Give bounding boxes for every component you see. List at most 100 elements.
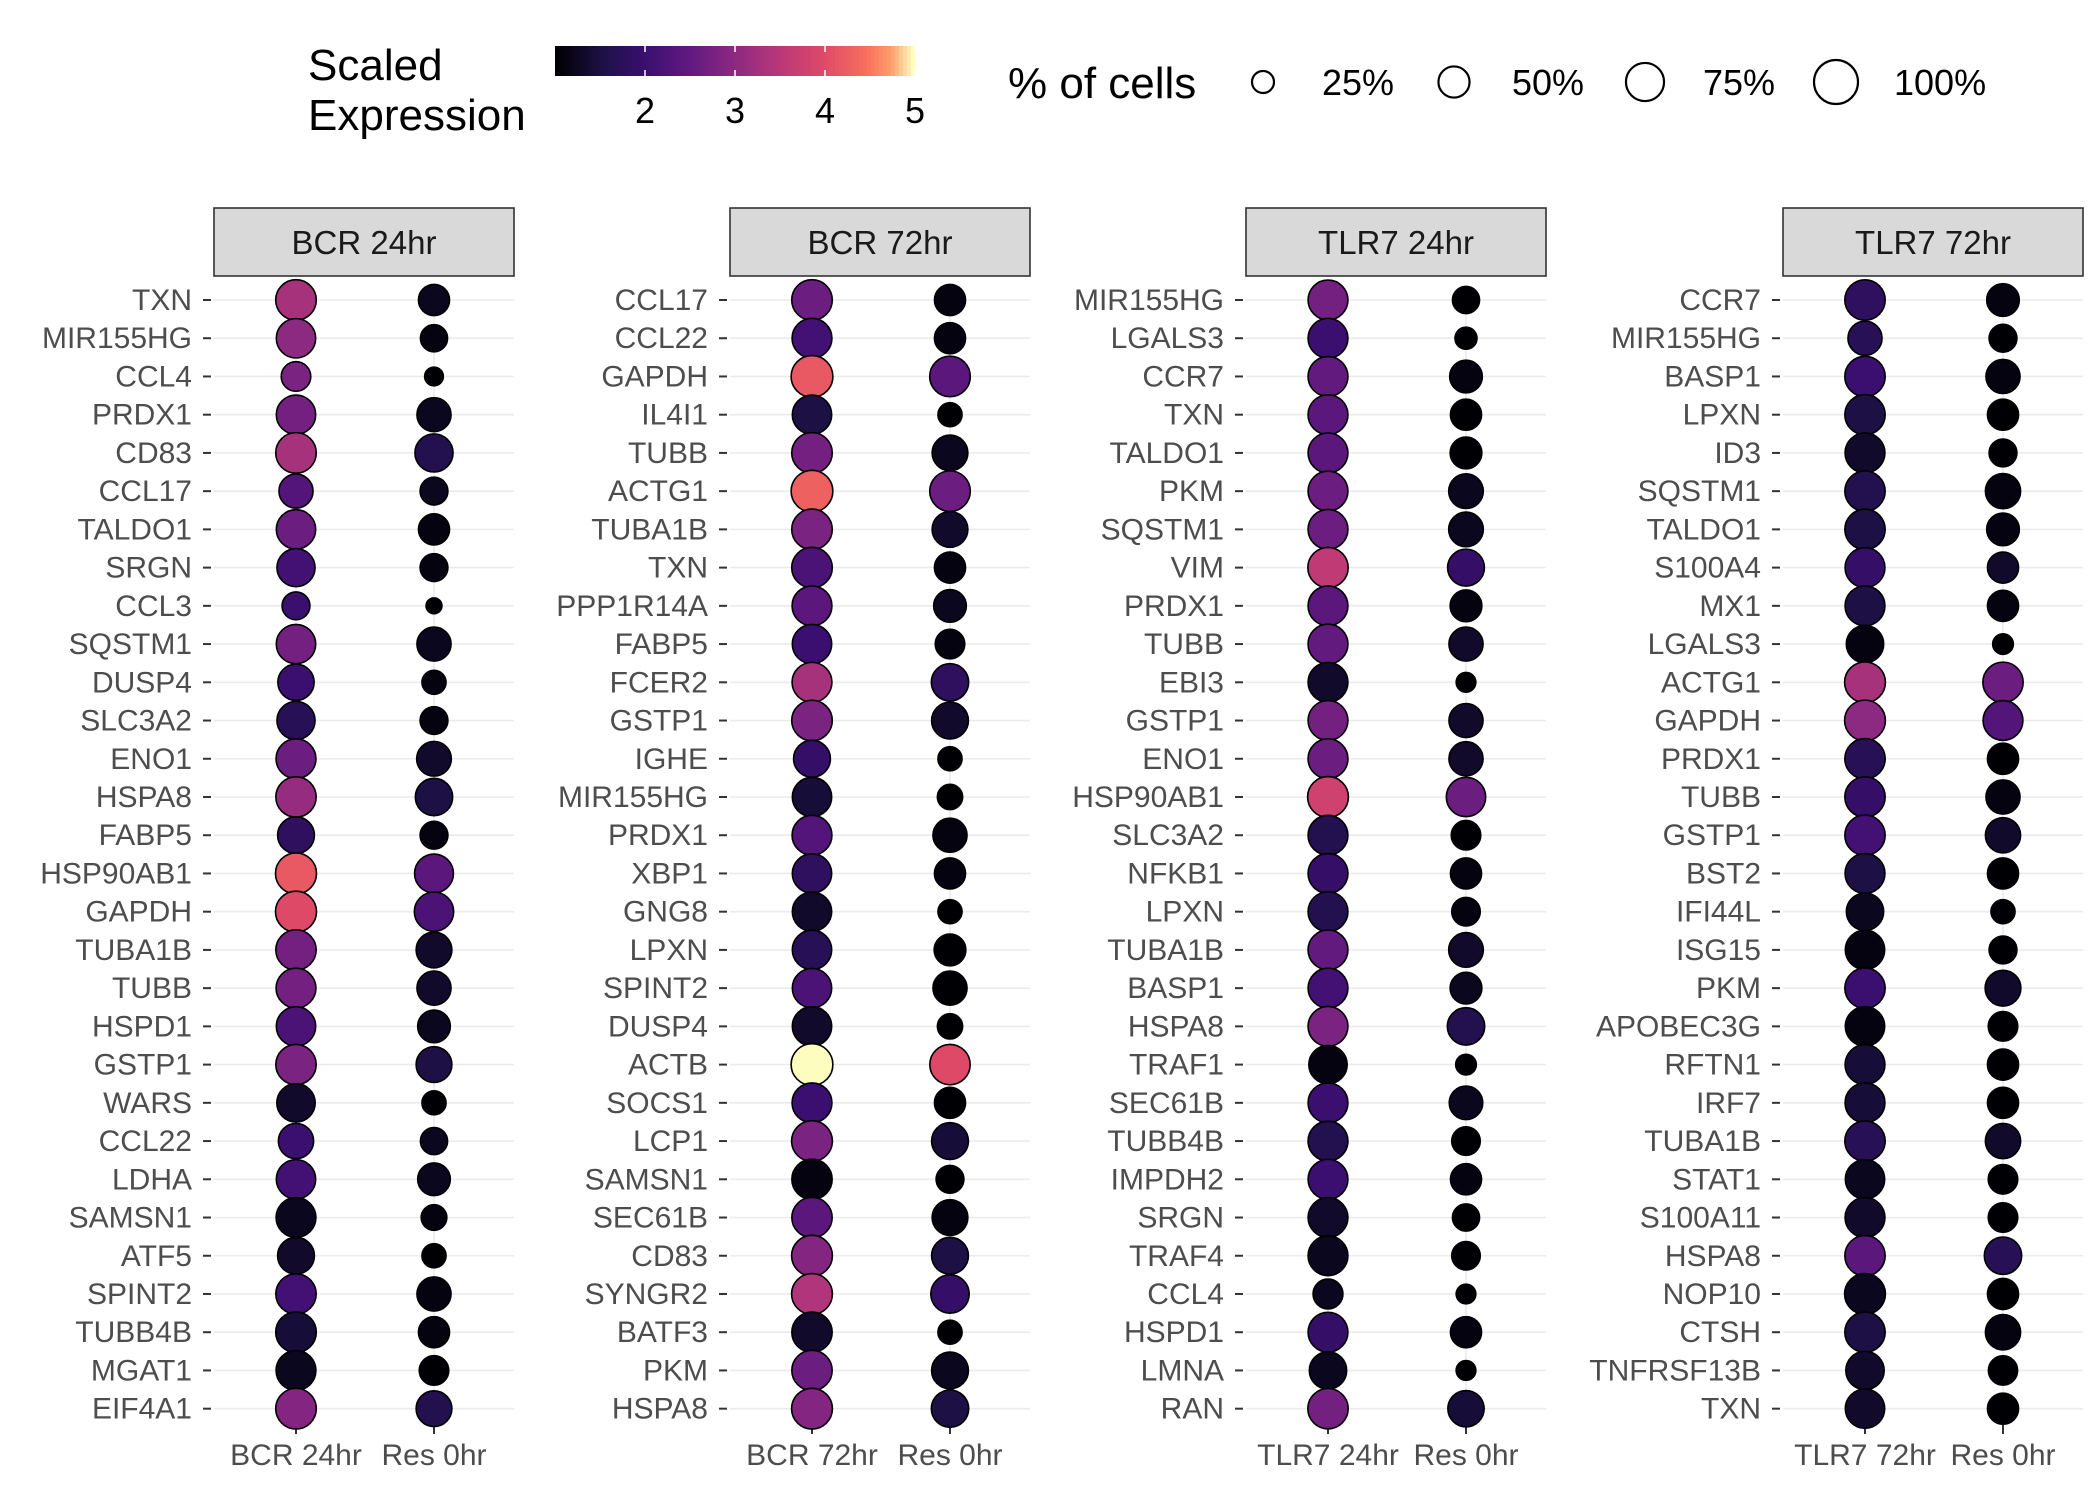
gene-label-prdx1: PRDX1 [1124, 590, 1224, 623]
panel-tlr7-72hr: TLR7 72hr TLR7 72hr Res 0hr CCR7 MIR155HG BAS… [1589, 207, 2084, 1472]
gene-label-fcer2: FCER2 [610, 666, 708, 699]
dot-mir155hg-tlr7-24hr [1307, 279, 1349, 321]
dot-nfkb1-tlr7-24hr [1307, 852, 1349, 895]
dot-srgn-res-0hr [419, 552, 449, 583]
gene-label-samsn1: SAMSN1 [585, 1163, 708, 1196]
dot-lpxn-res-0hr [933, 933, 967, 967]
dot-tuba1b-bcr-72hr [790, 508, 834, 551]
dot-irf7-res-0hr [1986, 1086, 2020, 1120]
color-bar-segment [779, 46, 784, 76]
dot-bst2-tlr7-72hr [1844, 852, 1886, 895]
panel-strip-label: BCR 24hr [292, 224, 437, 261]
gene-label-actg1: ACTG1 [1661, 666, 1761, 699]
color-bar-segment [739, 46, 744, 76]
gene-label-lgals3: LGALS3 [1648, 628, 1761, 661]
color-bar-segment [763, 46, 768, 76]
size-legend: % of cells 25% 50% 75% 100% [1008, 58, 1986, 108]
gene-label-dusp4: DUSP4 [92, 666, 192, 699]
gene-label-tuba1b: TUBA1B [1644, 1125, 1761, 1158]
dot-ccl22-bcr-72hr [791, 317, 833, 359]
dot-gstp1-res-0hr [1984, 816, 2022, 854]
color-bar-segment [907, 46, 912, 76]
dot-hspd1-res-0hr [416, 1009, 452, 1044]
dot-dusp4-res-0hr [936, 1012, 964, 1040]
gene-label-taldo1: TALDO1 [78, 513, 192, 546]
gene-label-mir155hg: MIR155HG [558, 781, 708, 814]
color-bar-segment [731, 46, 736, 76]
dot-basp1-res-0hr [1985, 358, 2021, 395]
gene-label-hspa8: HSPA8 [1665, 1240, 1761, 1273]
gene-label-lcp1: LCP1 [633, 1125, 708, 1158]
gene-label-gstp1: GSTP1 [610, 705, 708, 738]
color-bar-segment [563, 46, 568, 76]
gene-label-hsp90ab1: HSP90AB1 [40, 857, 192, 890]
dot-slc3a2-res-0hr [419, 705, 449, 736]
gene-label-basp1: BASP1 [1664, 360, 1761, 393]
dot-cd83-bcr-72hr [790, 1234, 834, 1277]
gene-label-slc3a2: SLC3A2 [1112, 819, 1224, 852]
panel-strip-label: TLR7 72hr [1855, 224, 2011, 261]
color-bar-segment [707, 46, 712, 76]
dot-mgat1-res-0hr [418, 1354, 450, 1386]
dot-samsn1-bcr-72hr [791, 1158, 833, 1201]
dot-rftn1-tlr7-72hr [1844, 1043, 1886, 1086]
dot-traf1-res-0hr [1454, 1053, 1478, 1076]
size-legend-label-75: 75% [1703, 62, 1775, 103]
gene-label-lgals3: LGALS3 [1111, 322, 1224, 355]
dot-tubb-tlr7-72hr [1844, 776, 1886, 818]
dot-dusp4-bcr-72hr [791, 1005, 833, 1047]
gene-label-ctsh: CTSH [1679, 1316, 1761, 1349]
gene-label-ppp1r14a: PPP1R14A [556, 590, 708, 623]
dot-eno1-res-0hr [1448, 740, 1484, 777]
dot-taldo1-tlr7-24hr [1307, 432, 1349, 474]
gene-label-tubb4b: TUBB4B [75, 1316, 192, 1349]
dot-nfkb1-res-0hr [1449, 857, 1483, 890]
gene-label-eif4a1: EIF4A1 [92, 1393, 192, 1426]
gene-label-mir155hg: MIR155HG [42, 322, 192, 355]
dot-tuba1b-res-0hr [1984, 1122, 2022, 1160]
color-bar-segment [795, 46, 800, 76]
gene-label-txn: TXN [1164, 399, 1224, 432]
panel-tlr7-24hr: TLR7 24hr TLR7 24hr Res 0hr MIR155HG LGALS3 C… [1072, 207, 1547, 1472]
color-bar-segment [659, 46, 664, 76]
dot-atf5-res-0hr [421, 1242, 447, 1269]
gene-label-tubb: TUBB [112, 972, 192, 1005]
color-bar-segment [767, 46, 772, 76]
dot-srgn-bcr-24hr [276, 547, 316, 588]
dot-lmna-tlr7-24hr [1308, 1350, 1348, 1390]
dot-dusp4-bcr-24hr [277, 663, 315, 702]
dot-basp1-res-0hr [1449, 971, 1483, 1005]
size-legend-label-100: 100% [1894, 62, 1986, 103]
gene-label-prdx1: PRDX1 [1661, 743, 1761, 776]
x-tick-label-res-0hr: Res 0hr [897, 1439, 1002, 1472]
gene-label-sqstm1: SQSTM1 [69, 628, 192, 661]
dot-tubb-res-0hr [931, 434, 969, 472]
dot-ccl17-bcr-72hr [790, 278, 834, 322]
color-bar-segment [639, 46, 644, 76]
dot-hsp90ab1-tlr7-24hr [1306, 775, 1350, 819]
gene-label-ccl22: CCL22 [99, 1125, 192, 1158]
dot-txn-bcr-24hr [274, 278, 318, 322]
color-bar-segment [703, 46, 708, 76]
color-bar-segment [647, 46, 652, 76]
gene-label-samsn1: SAMSN1 [69, 1202, 192, 1235]
dot-il4i1-bcr-72hr [791, 394, 833, 436]
gene-label-mgat1: MGAT1 [91, 1354, 192, 1387]
size-legend-title: % of cells [1008, 59, 1196, 108]
color-bar-segment [687, 46, 692, 76]
dot-ccl22-bcr-24hr [277, 1122, 315, 1160]
gene-label-nfkb1: NFKB1 [1127, 857, 1224, 890]
color-bar-segment [611, 46, 616, 76]
dot-sec61b-res-0hr [1448, 1085, 1484, 1121]
gene-label-ifi44l: IFI44L [1676, 896, 1761, 929]
dot-txn-bcr-72hr [790, 546, 834, 589]
gene-label-srgn: SRGN [105, 552, 192, 585]
dot-lpxn-res-0hr [1450, 896, 1482, 927]
dot-prdx1-res-0hr [1986, 742, 2020, 776]
dot-pkm-tlr7-72hr [1844, 967, 1886, 1010]
dot-fabp5-bcr-72hr [791, 623, 833, 665]
color-bar-segment [571, 46, 576, 76]
dot-hspa8-res-0hr [1983, 1236, 2023, 1276]
gene-label-impdh2: IMPDH2 [1111, 1163, 1224, 1196]
dot-ccr7-tlr7-72hr [1844, 279, 1886, 321]
